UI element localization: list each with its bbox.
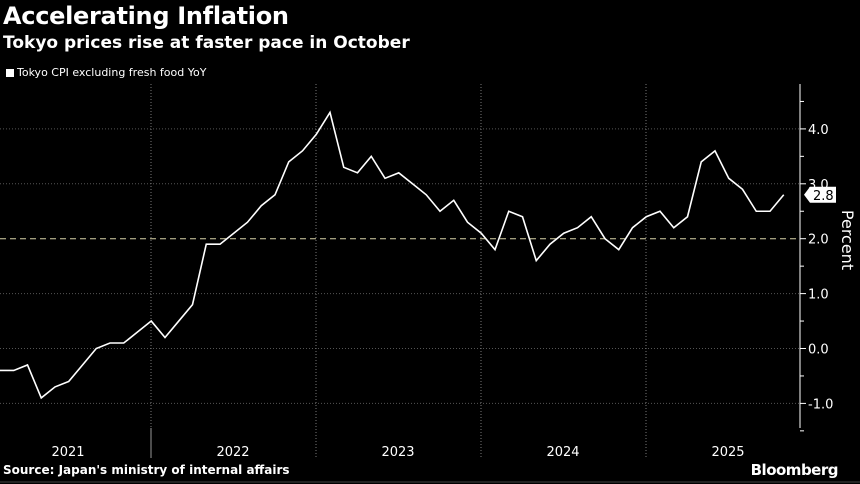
bloomberg-logo: Bloomberg xyxy=(750,461,839,479)
x-tick-label: 2024 xyxy=(546,445,579,460)
y-axis-label: Percent xyxy=(838,210,857,270)
legend-swatch xyxy=(6,68,14,77)
x-tick-label: 2023 xyxy=(381,445,414,460)
legend: Tokyo CPI excluding fresh food YoY xyxy=(6,66,206,79)
series-line xyxy=(0,110,785,400)
y-tick-label: 0.0 xyxy=(808,343,829,358)
x-tick-label: 2021 xyxy=(51,445,84,460)
y-tick-label: -1.0 xyxy=(808,397,833,412)
chart-title: Accelerating Inflation xyxy=(3,2,289,30)
x-tick-label: 2022 xyxy=(216,445,249,460)
last-value-badge xyxy=(804,186,836,203)
source-note: Source: Japan's ministry of internal aff… xyxy=(3,463,290,477)
legend-label: Tokyo CPI excluding fresh food YoY xyxy=(17,66,207,79)
x-tick-label: 2025 xyxy=(711,445,744,460)
chart-subtitle: Tokyo prices rise at faster pace in Octo… xyxy=(3,33,410,53)
y-tick-label: 1.0 xyxy=(808,288,829,303)
last-value-label: 2.8 xyxy=(813,189,834,204)
y-tick-label: 4.0 xyxy=(808,123,829,138)
y-tick-label: 2.0 xyxy=(808,233,829,248)
